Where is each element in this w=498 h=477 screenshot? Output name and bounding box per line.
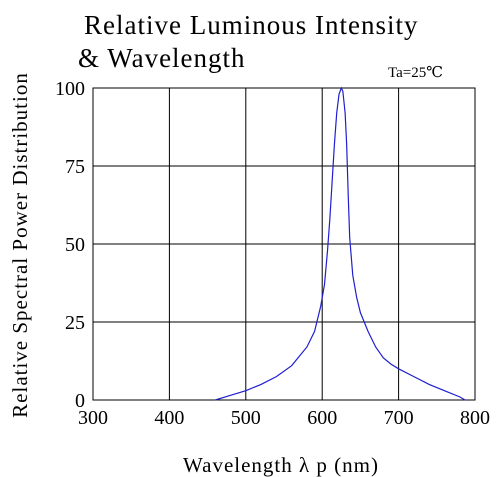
x-tick-labels: 300 400 500 600 700 800 [78,407,490,429]
y-tick-label: 50 [65,234,85,256]
x-tick-label: 700 [384,407,414,429]
x-tick-label: 300 [78,407,108,429]
spectral-series-line [215,86,466,401]
chart-subtitle: & Wavelength [78,43,246,73]
y-tick-label: 100 [55,78,85,100]
y-tick-labels: 0 25 50 75 100 [55,78,85,412]
y-axis-label: Relative Spectral Power Distribution [8,72,32,418]
x-tick-label: 600 [307,407,337,429]
y-tick-label: 25 [65,312,85,334]
y-tick-label: 75 [65,156,85,178]
x-tick-label: 400 [154,407,184,429]
chart-title: Relative Luminous Intensity [84,10,418,40]
x-tick-label: 800 [460,407,490,429]
x-tick-label: 500 [231,407,261,429]
y-tick-label: 0 [75,390,85,412]
grid-lines [93,88,475,400]
x-axis-label: Wavelength λ p (nm) [183,453,379,477]
plot-frame [92,87,476,401]
temperature-annotation: Ta=25℃ [388,65,443,81]
